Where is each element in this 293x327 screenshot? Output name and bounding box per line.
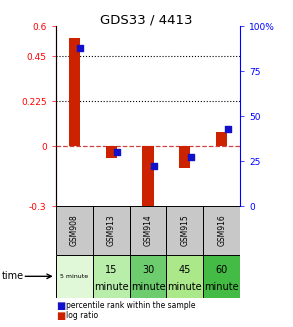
Text: GSM916: GSM916: [217, 215, 226, 247]
Bar: [142, 146, 154, 214]
Bar: [216, 132, 227, 146]
Point: [152, 164, 156, 169]
Bar: [179, 146, 190, 168]
Bar: [69, 38, 80, 146]
Bar: [105, 146, 117, 158]
Text: 5 minute: 5 minute: [60, 274, 88, 279]
Text: percentile rank within the sample: percentile rank within the sample: [66, 301, 195, 310]
Text: time: time: [1, 271, 24, 281]
Text: minute: minute: [205, 282, 239, 292]
Bar: [166, 255, 203, 298]
Point: [78, 45, 83, 50]
Bar: [93, 206, 130, 255]
Text: log ratio: log ratio: [66, 311, 98, 320]
Bar: [166, 206, 203, 255]
Text: 60: 60: [216, 265, 228, 275]
Text: GSM914: GSM914: [144, 215, 152, 247]
Text: 15: 15: [105, 265, 117, 275]
Bar: [203, 255, 240, 298]
Text: minute: minute: [94, 282, 128, 292]
Point: [115, 149, 120, 155]
Bar: [203, 206, 240, 255]
Bar: [56, 255, 93, 298]
Bar: [130, 255, 166, 298]
Text: ■: ■: [56, 311, 65, 320]
Text: GSM908: GSM908: [70, 215, 79, 247]
Text: 30: 30: [142, 265, 154, 275]
Text: minute: minute: [168, 282, 202, 292]
Point: [226, 126, 230, 131]
Bar: [56, 206, 93, 255]
Point: [189, 155, 193, 160]
Bar: [93, 255, 130, 298]
Text: GSM913: GSM913: [107, 215, 115, 247]
Text: 45: 45: [179, 265, 191, 275]
Text: GSM915: GSM915: [180, 215, 189, 247]
Text: GDS33 / 4413: GDS33 / 4413: [100, 13, 193, 26]
Bar: [130, 206, 166, 255]
Text: ■: ■: [56, 301, 65, 311]
Text: minute: minute: [131, 282, 165, 292]
